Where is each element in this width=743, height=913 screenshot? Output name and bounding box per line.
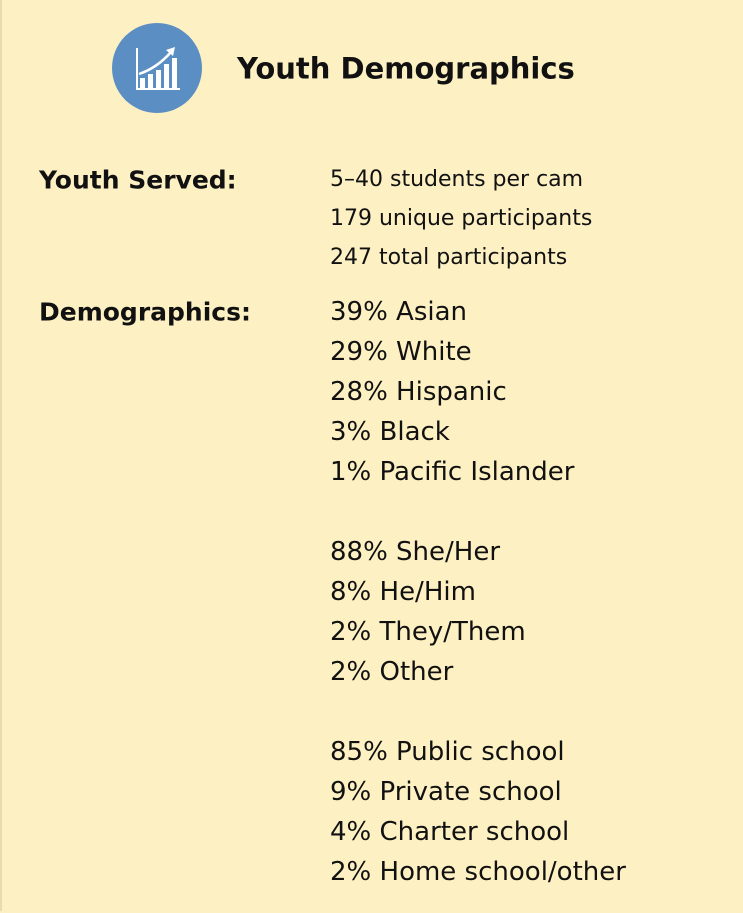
section-label: Demographics: xyxy=(39,297,251,327)
section-line: 179 unique participants xyxy=(330,206,593,231)
section-line: 3% Black xyxy=(330,417,450,447)
chart-icon xyxy=(112,23,202,113)
section-line: 85% Public school xyxy=(330,737,565,767)
section-line: 9% Private school xyxy=(330,777,562,807)
section-line: 28% Hispanic xyxy=(330,377,507,407)
title: Youth Demographics xyxy=(237,51,575,86)
section-line: 29% White xyxy=(330,337,472,367)
section-line: 2% Other xyxy=(330,657,454,687)
section-line: 88% She/Her xyxy=(330,537,501,567)
section-line: 2% They/Them xyxy=(330,617,526,647)
section-label: Youth Served: xyxy=(39,165,237,195)
section-line: 247 total participants xyxy=(330,245,568,270)
section-line: 1% Pacific Islander xyxy=(330,457,575,487)
section-line: 4% Charter school xyxy=(330,817,570,847)
section-line: 2% Home school/other xyxy=(330,857,626,887)
section-line: 8% He/Him xyxy=(330,577,476,607)
section-line: 5–40 students per cam xyxy=(330,167,584,192)
section-line: 39% Asian xyxy=(330,297,468,327)
